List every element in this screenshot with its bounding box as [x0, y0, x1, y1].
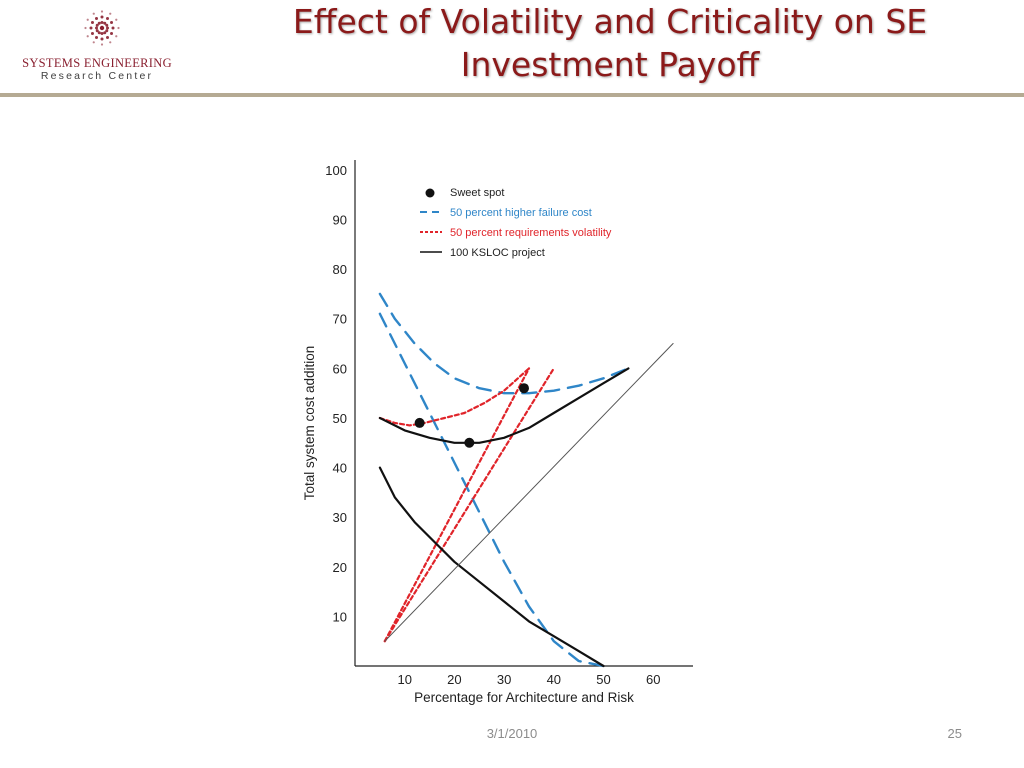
y-tick-label: 90 [333, 213, 347, 228]
sweet-spot-point-1 [414, 417, 425, 428]
cost-chart: 10 20 30 40 50 60 70 80 90 100 10 20 30 40 50 60 Percent… [302, 160, 693, 705]
series-line-1 [378, 292, 630, 395]
x-tick-label: 30 [497, 672, 511, 687]
legend-label: 50 percent requirements volatility [450, 227, 612, 239]
legend-label: Sweet spot [450, 187, 504, 199]
y-tick-label: 60 [333, 361, 347, 376]
x-tick-label: 10 [397, 672, 411, 687]
x-tick-label: 20 [447, 672, 461, 687]
series-line-6 [378, 367, 630, 444]
y-tick-label: 10 [333, 609, 347, 624]
logo-text-line2: Research Center [40, 70, 154, 82]
logo-text-line1: SYSTEMS ENGINEERING [22, 56, 172, 70]
y-tick-label: 100 [325, 163, 347, 178]
series-line-8 [384, 343, 674, 642]
series-line-7 [378, 466, 605, 668]
x-tick-label: 60 [646, 672, 660, 687]
slide-title: Effect of Volatility and Criticality on … [292, 2, 928, 84]
series-line-2 [378, 312, 605, 668]
footer-date: 3/1/2010 [486, 726, 538, 741]
sweet-spot-point-3 [519, 383, 529, 394]
series-line-4 [383, 367, 555, 643]
y-tick-label: 40 [333, 461, 347, 476]
x-tick-label: 40 [547, 672, 561, 687]
title-divider [0, 93, 1024, 97]
x-axis-label: Percentage for Architecture and Risk [414, 690, 634, 705]
legend-label: 50 percent higher failure cost [450, 207, 592, 219]
src-logo: SYSTEMS ENGINEERING Research Center [6, 8, 188, 88]
sweet-spot-point-2 [464, 437, 475, 448]
starburst-logo-icon [84, 10, 120, 46]
x-tick-label: 50 [596, 672, 610, 687]
legend-label: 100 KSLOC project [450, 247, 545, 259]
y-tick-label: 50 [333, 411, 347, 426]
y-tick-label: 80 [333, 262, 347, 277]
y-tick-label: 20 [333, 560, 347, 575]
y-tick-label: 30 [333, 510, 347, 525]
page-number: 25 [947, 726, 962, 741]
series-line-5 [383, 367, 531, 643]
y-tick-label: 70 [333, 312, 347, 327]
legend-marker-dot [425, 188, 435, 198]
y-axis-label: Total system cost addition [302, 346, 317, 501]
series-line-3 [378, 367, 531, 427]
